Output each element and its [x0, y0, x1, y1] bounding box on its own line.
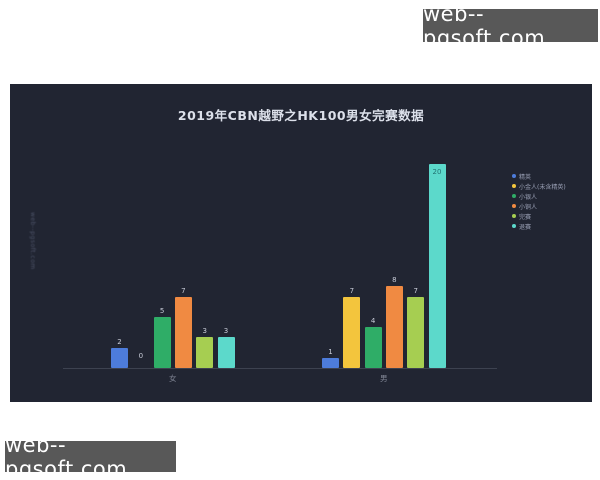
bar-小金人(未含精英)-男[interactable] [343, 297, 361, 368]
legend-item-小金人(未含精英)[interactable]: 小金人(未含精英) [512, 181, 566, 191]
chart-legend: 精英小金人(未含精英) 小银人小铜人完赛退赛 [512, 171, 566, 231]
legend-label: 精英 [519, 173, 532, 181]
watermark-text: web--pgsoft.com [5, 432, 128, 480]
legend-swatch [512, 204, 516, 208]
legend-swatch [512, 194, 516, 198]
bar-小银人-女[interactable] [153, 317, 171, 368]
legend-item-完赛[interactable]: 完赛 [512, 211, 566, 221]
vertical-watermark-text: web--pgsoft.com [29, 212, 36, 270]
bar-完赛-女[interactable] [196, 337, 214, 368]
bar-退赛-女[interactable] [217, 337, 235, 368]
bar-value-label: 4 [370, 317, 376, 325]
bar-小铜人-女[interactable] [174, 297, 192, 368]
bar-value-label: 8 [392, 276, 397, 284]
watermark-bottom-left: web--pgsoft.com [5, 433, 176, 480]
x-axis-label-女: 女 [169, 374, 177, 383]
watermark-top-right: web--pgsoft.com [423, 2, 598, 50]
bar-小银人-男[interactable] [364, 327, 382, 368]
bar-value-label: 7 [181, 287, 186, 295]
bar-精英-男[interactable] [322, 358, 339, 368]
legend-swatch [512, 224, 516, 228]
legend-item-退赛[interactable]: 退赛 [512, 221, 566, 231]
bar-完赛-男[interactable] [407, 297, 425, 368]
plot-area: 2 1 0 7 5 4 7 8 3 7 3 20 女 男 [10, 84, 592, 402]
legend-label: 完赛 [519, 213, 532, 221]
chart-title: 2019年CBN越野之HK100男女完赛数据 [177, 108, 425, 123]
legend-item-小银人[interactable]: 小银人 [512, 191, 566, 201]
chart-panel: 2019年CBN越野之HK100男女完赛数据 web--pgsoft.com 2… [10, 84, 592, 402]
bar-value-label: 5 [159, 307, 165, 315]
watermark-text: web--pgsoft.com [423, 1, 546, 50]
bar-value-label: 7 [413, 287, 418, 295]
bar-value-label: 20 [432, 168, 442, 176]
bar-精英-女[interactable] [111, 348, 128, 368]
legend-swatch [512, 174, 516, 178]
legend-item-精英[interactable]: 精英 [512, 171, 566, 181]
legend-label: 小铜人 [519, 203, 538, 211]
bar-value-label: 3 [223, 327, 229, 335]
bar-退赛-男[interactable] [428, 164, 446, 368]
x-axis-label-男: 男 [380, 374, 388, 383]
legend-item-小铜人[interactable]: 小铜人 [512, 201, 566, 211]
legend-label: 小银人 [519, 193, 538, 201]
bar-value-label: 3 [202, 327, 207, 335]
bar-value-label: 7 [349, 287, 355, 295]
bar-value-label: 1 [328, 348, 333, 356]
bar-value-label: 2 [117, 338, 122, 346]
x-axis-line [63, 368, 497, 369]
legend-label: 退赛 [519, 223, 532, 231]
legend-label: 小金人(未含精英) [519, 183, 566, 191]
legend-swatch [512, 214, 516, 218]
legend-swatch [512, 184, 516, 188]
bar-小铜人-男[interactable] [385, 286, 403, 368]
bar-value-label: 0 [138, 352, 144, 360]
